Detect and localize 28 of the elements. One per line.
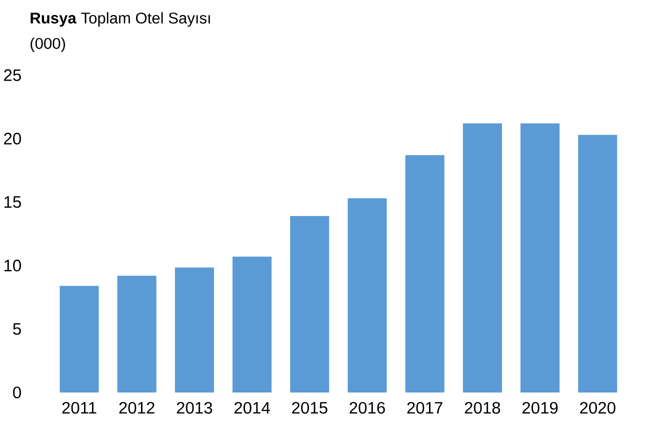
y-tick-label: 0 bbox=[13, 386, 21, 399]
bar bbox=[174, 268, 214, 393]
x-tick-label: 2017 bbox=[407, 402, 442, 414]
bar bbox=[60, 286, 99, 393]
x-tick-label: 2019 bbox=[522, 402, 558, 414]
x-tick-label: 2011 bbox=[62, 402, 96, 414]
bar bbox=[405, 155, 444, 393]
y-tick-label: 15 bbox=[4, 196, 21, 208]
y-tick-label: 25 bbox=[4, 70, 21, 82]
chart-title: Rusya Toplam Otel Sayısı bbox=[30, 12, 210, 27]
y-axis-title: (000) bbox=[30, 38, 66, 52]
x-tick-label: 2015 bbox=[292, 402, 328, 414]
y-tick-label: 5 bbox=[13, 323, 21, 336]
x-tick-label: 2020 bbox=[580, 402, 616, 414]
bar bbox=[578, 135, 618, 393]
x-tick-label: 2016 bbox=[350, 402, 385, 414]
bar bbox=[232, 256, 272, 393]
x-tick-label: 2013 bbox=[176, 402, 212, 414]
x-tick-label: 2018 bbox=[464, 402, 500, 414]
x-tick-label: 2014 bbox=[234, 402, 270, 414]
x-tick-label: 2012 bbox=[119, 402, 154, 414]
y-tick-label: 10 bbox=[4, 260, 21, 272]
bar bbox=[520, 124, 560, 393]
bar bbox=[290, 216, 330, 393]
bar bbox=[117, 276, 156, 393]
bar bbox=[462, 124, 502, 393]
y-tick-label: 20 bbox=[4, 133, 21, 145]
bar bbox=[348, 198, 387, 393]
